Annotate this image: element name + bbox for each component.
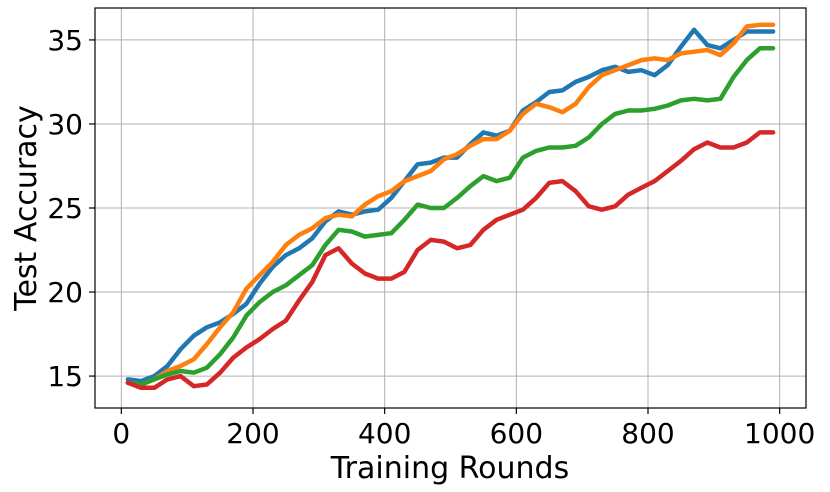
- x-tick-label: 1000: [744, 417, 815, 450]
- x-tick-label: 600: [490, 417, 543, 450]
- y-tick-label: 15: [47, 360, 83, 393]
- y-axis-label: Test Accuracy: [9, 105, 44, 312]
- y-tick-label: 25: [47, 192, 83, 225]
- y-tick-label: 35: [47, 24, 83, 57]
- x-tick-label: 400: [358, 417, 411, 450]
- ticks: 0 200 400 600 800 1000 15 20 25 30 35: [47, 24, 815, 450]
- y-tick-label: 20: [47, 276, 83, 309]
- series-line-4: [125, 130, 776, 391]
- series-layer: [125, 22, 776, 391]
- x-tick-label: 800: [621, 417, 674, 450]
- y-tick-label: 30: [47, 108, 83, 141]
- x-tick-label: 0: [112, 417, 130, 450]
- x-axis-label: Training Rounds: [330, 451, 569, 486]
- x-tick-label: 200: [226, 417, 279, 450]
- series-line-2: [125, 22, 776, 387]
- series-line-3: [125, 46, 776, 387]
